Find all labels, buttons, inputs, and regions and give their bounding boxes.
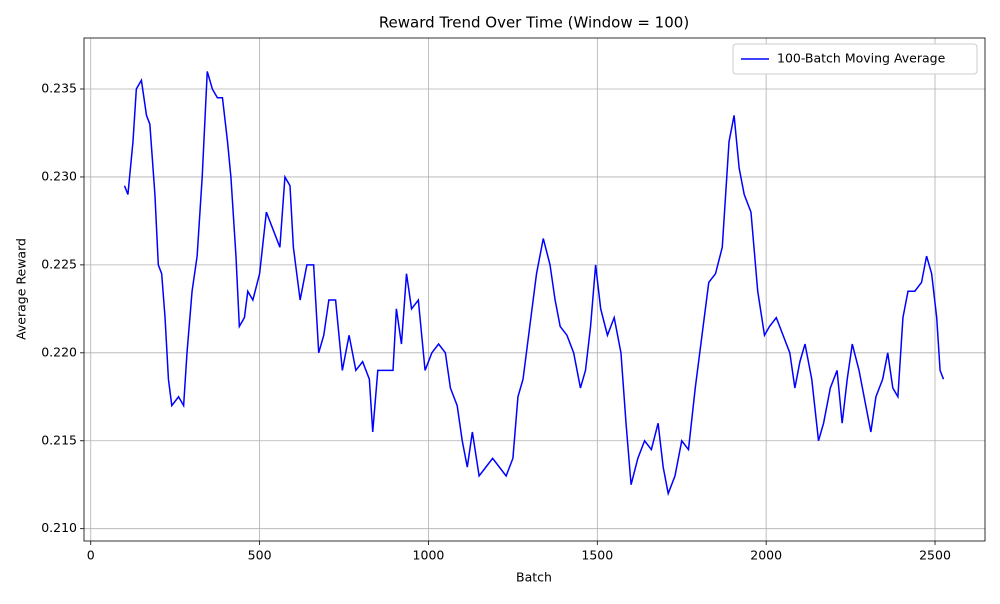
- x-tick-label: 1500: [581, 548, 613, 563]
- x-tick-label: 0: [87, 548, 95, 563]
- y-tick-label: 0.235: [41, 81, 77, 96]
- legend-box: [732, 43, 978, 75]
- y-tick-label: 0.230: [41, 168, 77, 183]
- y-tick-label: 0.215: [41, 432, 77, 447]
- plot-frame: [83, 37, 986, 542]
- legend-label: 100-Batch Moving Average: [777, 51, 946, 66]
- x-tick-label: 2500: [919, 548, 951, 563]
- x-axis-label: Batch: [516, 570, 552, 585]
- chart-title: Reward Trend Over Time (Window = 100): [379, 14, 689, 32]
- data-line: [123, 71, 945, 497]
- y-tick-label: 0.225: [41, 256, 77, 271]
- y-axis-label: Average Reward: [14, 238, 29, 340]
- x-tick-label: 2000: [750, 548, 782, 563]
- x-tick-label: 500: [248, 548, 272, 563]
- y-tick-label: 0.220: [41, 344, 77, 359]
- y-tick-label: 0.210: [41, 520, 77, 535]
- x-tick-label: 1000: [413, 548, 445, 563]
